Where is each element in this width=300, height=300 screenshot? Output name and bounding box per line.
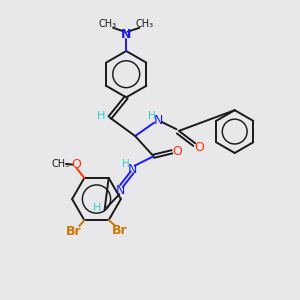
Text: H: H — [122, 159, 130, 169]
Text: O: O — [194, 140, 204, 154]
Text: N: N — [121, 28, 131, 41]
Text: CH₃: CH₃ — [136, 19, 154, 29]
Text: CH₃: CH₃ — [52, 159, 70, 169]
Text: O: O — [71, 158, 81, 171]
Text: N: N — [116, 184, 126, 196]
Text: Br: Br — [112, 224, 128, 237]
Text: Br: Br — [66, 225, 82, 238]
Text: N: N — [128, 163, 137, 176]
Text: N: N — [154, 114, 164, 127]
Text: H: H — [148, 111, 156, 121]
Text: O: O — [172, 145, 182, 158]
Text: H: H — [98, 111, 106, 121]
Text: H: H — [93, 203, 101, 213]
Text: CH₃: CH₃ — [99, 19, 117, 29]
